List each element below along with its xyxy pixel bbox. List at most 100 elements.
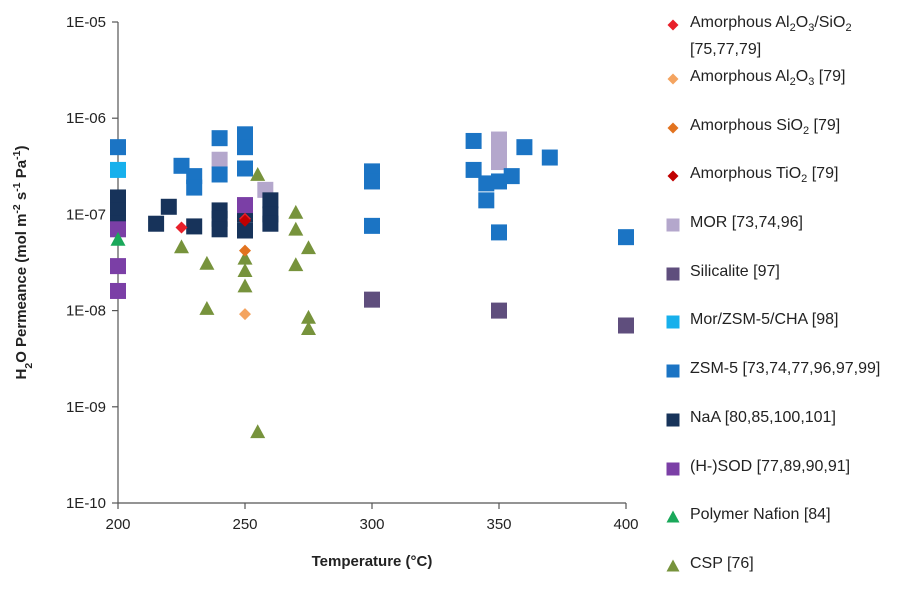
x-tick-label: 200 xyxy=(105,516,130,533)
data-point xyxy=(110,161,126,178)
legend-marker-shape xyxy=(666,315,680,329)
x-tick-label: 400 xyxy=(613,516,638,533)
data-point xyxy=(110,202,126,219)
legend-label: Amorphous Al2O3/SiO2 [75,77,79] xyxy=(690,14,852,59)
data-point xyxy=(478,175,495,192)
legend-item: Polymer Nafion [84] xyxy=(662,500,917,549)
data-point xyxy=(239,308,251,321)
data-marks xyxy=(110,126,634,439)
data-point xyxy=(160,198,177,215)
legend-marker-icon xyxy=(666,218,680,232)
data-point xyxy=(110,282,126,299)
data-point xyxy=(250,424,266,439)
legend-item: Amorphous SiO2 [79] xyxy=(662,111,917,160)
data-point xyxy=(211,130,228,147)
data-point xyxy=(199,301,215,315)
legend-label: Amorphous TiO2 [79] xyxy=(690,165,839,186)
legend-marker-shape xyxy=(667,19,679,31)
data-point xyxy=(491,224,507,241)
legend-item: CSP [76] xyxy=(662,549,917,598)
legend-item: NaA [80,85,100,101] xyxy=(662,403,917,452)
legend-label: Silicalite [97] xyxy=(690,262,780,280)
legend-label: Mor/ZSM-5/CHA [98] xyxy=(690,311,839,329)
legend-item: Amorphous Al2O3/SiO2 [75,77,79] xyxy=(662,8,917,62)
data-point xyxy=(301,321,316,335)
data-point xyxy=(301,309,316,324)
data-point xyxy=(262,215,279,232)
data-point xyxy=(110,221,126,238)
data-point xyxy=(237,126,253,143)
data-point xyxy=(237,222,253,239)
data-point xyxy=(211,221,228,238)
data-point xyxy=(541,149,558,166)
legend-marker-shape xyxy=(666,559,680,572)
data-point xyxy=(364,291,380,308)
data-point xyxy=(199,255,215,270)
y-tick-label: 1E-07 xyxy=(66,206,106,223)
data-point xyxy=(211,151,228,168)
chart: 1E-10 1E-09 1E-08 1E-07 1E-06 1E-05 200 250 300 3… xyxy=(11,14,639,570)
data-point xyxy=(110,231,126,246)
data-point xyxy=(618,317,634,334)
data-point xyxy=(110,139,126,156)
legend-marker-icon xyxy=(666,267,680,281)
data-point xyxy=(175,221,188,234)
data-point xyxy=(237,139,253,156)
data-point xyxy=(186,179,203,196)
legend-marker-shape xyxy=(667,122,679,134)
legend-marker-icon xyxy=(666,510,680,523)
data-point xyxy=(491,302,507,319)
legend-marker-shape xyxy=(666,510,680,523)
y-tick-label: 1E-05 xyxy=(66,14,106,31)
legend-item: Mor/ZSM-5/CHA [98] xyxy=(662,305,917,354)
data-point xyxy=(364,217,380,234)
y-axis-title: H2O Permeance (mol m-2 s-1 Pa-1) xyxy=(11,146,35,380)
x-tick-label: 300 xyxy=(359,516,384,533)
legend-label: NaA [80,85,100,101] xyxy=(690,408,836,426)
data-point xyxy=(186,218,203,235)
data-point xyxy=(237,160,253,177)
legend-marker-icon xyxy=(667,73,679,85)
x-axis-title: Temperature (°C) xyxy=(312,553,433,570)
data-point xyxy=(239,244,251,257)
legend-item: MOR [73,74,96] xyxy=(662,208,917,257)
legend-marker-icon xyxy=(666,559,680,572)
legend-marker-icon xyxy=(666,413,680,427)
legend-label: MOR [73,74,96] xyxy=(690,214,803,232)
data-point xyxy=(516,139,533,156)
legend-label: Polymer Nafion [84] xyxy=(690,506,831,524)
legend-marker-icon xyxy=(667,170,679,182)
legend-label: Amorphous SiO2 [79] xyxy=(690,116,841,137)
legend-marker-shape xyxy=(667,170,679,182)
legend-item: Amorphous TiO2 [79] xyxy=(662,159,917,208)
data-point xyxy=(174,239,189,254)
data-point xyxy=(288,204,304,219)
data-point xyxy=(110,258,126,275)
data-point xyxy=(237,197,253,214)
data-point xyxy=(465,161,482,178)
legend-label: (H-)SOD [77,89,90,91] xyxy=(690,457,851,475)
data-point xyxy=(211,166,228,183)
y-tick-label: 1E-10 xyxy=(66,495,106,512)
legend-marker-icon xyxy=(667,122,679,134)
data-point xyxy=(618,229,634,246)
legend-marker-shape xyxy=(666,413,680,427)
legend-item: ZSM-5 [73,74,77,96,97,99] xyxy=(662,354,917,403)
data-point xyxy=(364,173,380,190)
data-point xyxy=(288,257,304,272)
data-point xyxy=(491,154,507,171)
legend-item: Silicalite [97] xyxy=(662,257,917,306)
data-point xyxy=(173,157,190,174)
legend-marker-shape xyxy=(666,364,680,378)
legend-label: ZSM-5 [73,74,77,96,97,99] xyxy=(690,360,881,378)
data-point xyxy=(465,132,482,149)
y-tick-label: 1E-08 xyxy=(66,303,106,320)
data-point xyxy=(478,192,495,209)
legend-marker-shape xyxy=(666,462,680,475)
legend-marker-shape xyxy=(666,267,680,281)
legend-label: CSP [76] xyxy=(690,554,754,572)
data-point xyxy=(301,240,316,255)
legend: Amorphous Al2O3/SiO2 [75,77,79] Amorphous … xyxy=(662,8,917,598)
y-tick-label: 1E-06 xyxy=(66,110,106,127)
data-point xyxy=(491,131,507,148)
